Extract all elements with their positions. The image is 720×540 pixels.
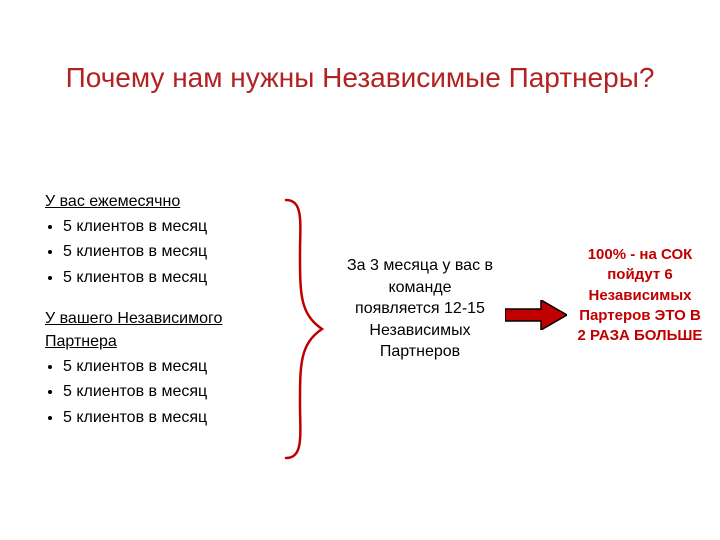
list-item: 5 клиентов в месяц — [63, 215, 275, 238]
section1-heading: У вас ежемесячно — [45, 190, 275, 213]
list-item: 5 клиентов в месяц — [63, 266, 275, 289]
right-arrow-icon — [505, 300, 567, 330]
curly-brace-icon — [278, 194, 334, 464]
section1-list: 5 клиентов в месяц 5 клиентов в месяц 5 … — [45, 215, 275, 289]
list-item: 5 клиентов в месяц — [63, 380, 275, 403]
right-text: 100% - на СОК пойдут 6 Независимых Парте… — [575, 245, 705, 346]
section2-heading: У вашего Независимого Партнера — [45, 307, 275, 353]
section2-list: 5 клиентов в месяц 5 клиентов в месяц 5 … — [45, 355, 275, 429]
list-item: 5 клиентов в месяц — [63, 355, 275, 378]
slide-title: Почему нам нужны Независимые Партнеры? — [60, 60, 660, 95]
left-column: У вас ежемесячно 5 клиентов в месяц 5 кл… — [45, 190, 275, 447]
list-item: 5 клиентов в месяц — [63, 406, 275, 429]
list-item: 5 клиентов в месяц — [63, 240, 275, 263]
middle-text: За 3 месяца у вас в команде появляется 1… — [345, 255, 495, 363]
